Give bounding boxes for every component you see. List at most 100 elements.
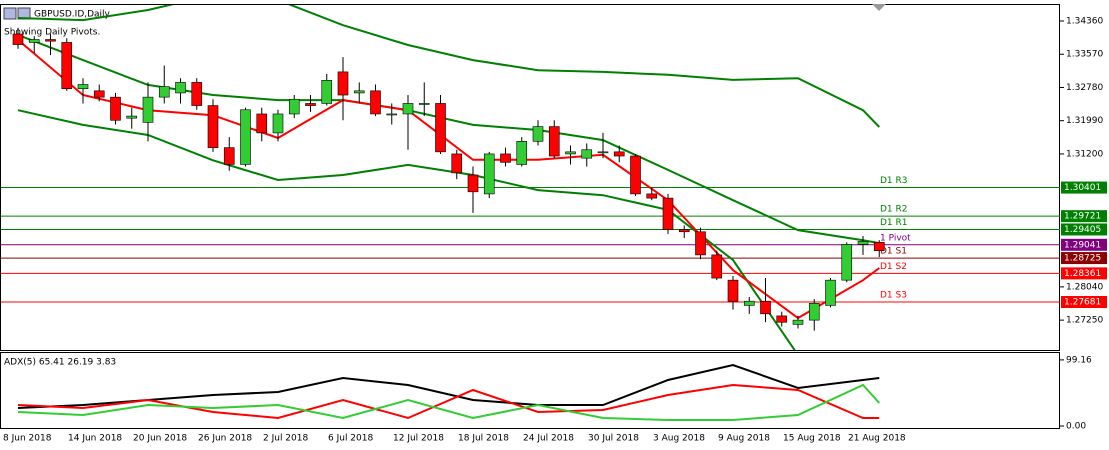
y-tick-label: 1.33570 (1066, 50, 1103, 60)
adx-line (17, 383, 880, 420)
price-tag (1061, 295, 1107, 308)
y-tick-label: 1.31200 (1066, 149, 1103, 159)
candle-body (272, 113, 284, 134)
indicator-line (17, 5, 881, 128)
price-tag-label: 1.30401 (1064, 183, 1101, 193)
candle-body (873, 241, 885, 252)
y-tick-label: 1.28040 (1066, 282, 1103, 292)
price-tag-label: 1.29405 (1064, 225, 1101, 235)
x-tick-label: 3 Aug 2018 (653, 434, 705, 444)
y-tick-label: 1.32780 (1066, 83, 1103, 93)
candle-body (402, 103, 414, 115)
x-tick-label: 24 Jul 2018 (523, 434, 574, 444)
y-tick-label: 1.31990 (1066, 116, 1103, 126)
y-tick-label: 1.34360 (1066, 16, 1103, 26)
candle-body (28, 39, 40, 43)
price-tag-label: 1.29721 (1064, 212, 1101, 222)
y-tick-label: 0.00 (1066, 422, 1086, 432)
candle-body (337, 71, 349, 96)
candle-body (662, 197, 674, 230)
candle-body (776, 315, 788, 323)
candle-body (695, 231, 706, 256)
pivot-label: D1 R3 (880, 176, 908, 186)
pivot-label: D1 R1 (880, 218, 908, 228)
main-pane (0, 4, 1060, 351)
shift-marker (872, 4, 886, 11)
candle-body (240, 109, 251, 165)
candle-body (467, 174, 479, 193)
pivot-label: D1 S1 (880, 247, 907, 257)
candle-body (516, 141, 528, 165)
candle-body (305, 103, 316, 106)
candle-body (191, 82, 203, 106)
adx-plot (17, 363, 881, 421)
candle-body (126, 115, 138, 119)
axes: 1.34360 1.33570 1.32780 1.31990 1.31200 1.280… (3, 16, 1107, 444)
x-tick-label: 9 Aug 2018 (718, 434, 770, 444)
x-tick-label: 21 Aug 2018 (848, 434, 906, 444)
price-tag (1061, 223, 1107, 236)
x-tick-label: 26 Jun 2018 (198, 434, 252, 444)
x-tick-label: 12 Jul 2018 (393, 434, 444, 444)
chart-title: GBPUSD.ID,Daily (34, 10, 111, 20)
candle-body (223, 147, 235, 165)
adx-line (17, 363, 880, 409)
candle-body (93, 90, 105, 98)
candle-body (418, 103, 430, 105)
candle-body (857, 241, 869, 245)
candle-body (77, 84, 89, 90)
candle-body (678, 229, 690, 233)
x-tick-label: 6 Jul 2018 (328, 434, 373, 444)
candle-body (12, 33, 24, 45)
candle-body (500, 153, 511, 163)
candle-body (45, 39, 56, 42)
candle-body (825, 279, 836, 306)
candle-body (353, 90, 365, 94)
candle-body (158, 86, 170, 98)
x-tick-label: 30 Jul 2018 (588, 434, 639, 444)
indicator-line (17, 33, 880, 245)
symbol-icon (3, 7, 17, 20)
candle-body (110, 96, 121, 121)
candle-body (841, 244, 853, 281)
price-tag (1061, 181, 1107, 194)
candle-body (483, 153, 495, 195)
x-tick-label: 20 Jun 2018 (133, 434, 187, 444)
pivot-label: D1 S3 (880, 290, 907, 300)
pivot-label: D1 S2 (880, 262, 907, 272)
pivot-label: 1 Pivot (880, 233, 911, 243)
chart-subtitle: Showing Daily Pivots. (4, 28, 100, 38)
y-tick-label: 99.16 (1066, 355, 1092, 365)
candle-body (142, 96, 154, 123)
candle-body (548, 126, 560, 157)
candle-body (321, 80, 333, 104)
price-tag-label: 1.29041 (1064, 240, 1101, 250)
price-tag-label: 1.28725 (1064, 254, 1101, 264)
price-tag (1061, 238, 1107, 251)
candle-body (175, 82, 186, 94)
candle-body (613, 151, 625, 157)
pivot-label: D1 R2 (880, 205, 908, 215)
price-tag-label: 1.27681 (1064, 297, 1101, 307)
candle-body (646, 193, 658, 199)
candle-body (451, 153, 463, 174)
candle-body (743, 300, 755, 306)
candle-body (760, 300, 771, 315)
x-tick-label: 2 Jul 2018 (263, 434, 308, 444)
candle-body (370, 90, 381, 115)
candle-body (808, 302, 820, 321)
price-tag (1061, 267, 1107, 280)
adx-title: ADX(5) 65.41 26.19 3.83 (4, 358, 116, 368)
candle-body (581, 149, 593, 159)
candle-body (792, 319, 804, 325)
x-tick-label: 8 Jun 2018 (3, 434, 52, 444)
price-tag (1061, 252, 1107, 265)
candle-body (630, 155, 641, 195)
candle-body (727, 279, 739, 302)
candle-body (256, 113, 268, 134)
candle-body (565, 151, 576, 155)
candle-body (532, 126, 544, 142)
candle-body (288, 98, 300, 115)
adx-pane (0, 352, 1060, 429)
